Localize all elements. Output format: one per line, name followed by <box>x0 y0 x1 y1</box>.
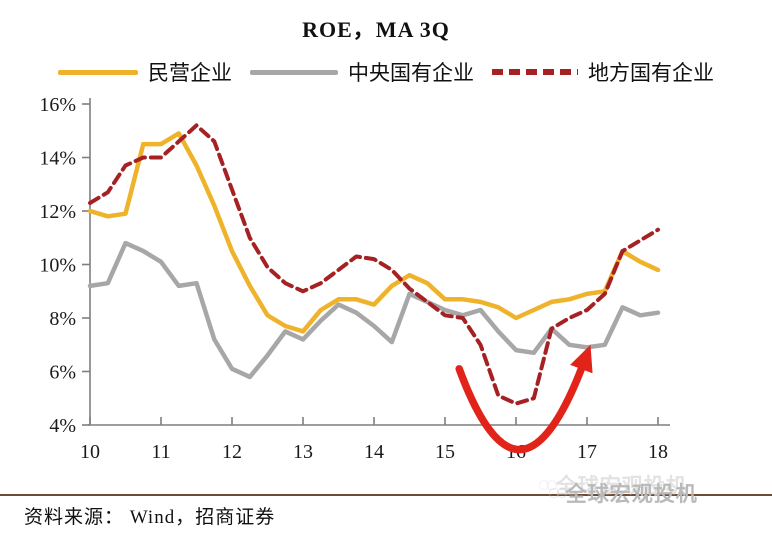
rebound-arrow <box>455 344 593 454</box>
legend-item-central-soe: 中央国有企业 <box>250 57 474 87</box>
legend-label-private: 民营企业 <box>148 61 232 85</box>
legend-swatch-local-soe-dashed-line-icon <box>492 69 578 75</box>
chart-title: ROE，MA 3Q <box>302 17 450 42</box>
legend-item-private: 民营企业 <box>58 57 232 87</box>
footer-divider <box>0 494 772 496</box>
x-tick-label: 11 <box>151 441 170 463</box>
y-tick-label: 10% <box>39 255 76 277</box>
series-line-1 <box>87 240 661 380</box>
x-tick-label: 12 <box>222 441 242 463</box>
series-line-2 <box>88 123 660 406</box>
x-tick-label: 14 <box>364 441 384 463</box>
source-note: 资料来源： Wind，招商证券 <box>24 507 276 528</box>
chart-legend: 民营企业 中央国有企业 地方国有企业 <box>0 56 772 88</box>
legend-label-local-soe: 地方国有企业 <box>588 61 714 85</box>
x-tick-label: 18 <box>648 441 668 463</box>
x-tick-label: 17 <box>577 441 597 463</box>
watermark-text: 全球宏观投机 <box>565 482 698 506</box>
y-tick-label: 12% <box>39 201 76 223</box>
series-line-0 <box>87 131 661 334</box>
x-tick-label: 13 <box>293 441 313 463</box>
legend-item-local-soe: 地方国有企业 <box>492 57 714 87</box>
watermark-logo-icon: ◌◌ <box>548 481 568 504</box>
watermark: ◌◌ 全球宏观投机 <box>548 478 772 508</box>
y-tick-label: 4% <box>49 415 76 437</box>
y-tick-label: 6% <box>49 362 76 384</box>
legend-swatch-central-soe-line-icon <box>250 69 338 75</box>
y-tick-label: 14% <box>39 148 76 170</box>
y-tick-label: 8% <box>49 308 76 330</box>
y-tick-label: 16% <box>39 94 76 116</box>
x-tick-label: 10 <box>80 441 100 463</box>
legend-swatch-private-line-icon <box>58 69 138 75</box>
legend-label-central-soe: 中央国有企业 <box>348 61 474 85</box>
x-tick-label: 15 <box>435 441 455 463</box>
